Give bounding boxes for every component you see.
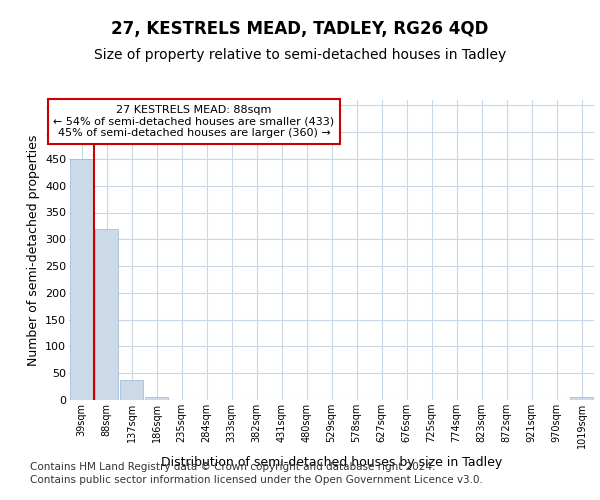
X-axis label: Distribution of semi-detached houses by size in Tadley: Distribution of semi-detached houses by … <box>161 456 502 469</box>
Bar <box>70 159 93 400</box>
Text: Contains HM Land Registry data © Crown copyright and database right 2024.: Contains HM Land Registry data © Crown c… <box>30 462 436 472</box>
Bar <box>95 228 118 400</box>
Text: 27 KESTRELS MEAD: 88sqm
← 54% of semi-detached houses are smaller (433)
45% of s: 27 KESTRELS MEAD: 88sqm ← 54% of semi-de… <box>53 105 335 138</box>
Text: 27, KESTRELS MEAD, TADLEY, RG26 4QD: 27, KESTRELS MEAD, TADLEY, RG26 4QD <box>112 20 488 38</box>
Text: Contains public sector information licensed under the Open Government Licence v3: Contains public sector information licen… <box>30 475 483 485</box>
Y-axis label: Number of semi-detached properties: Number of semi-detached properties <box>26 134 40 366</box>
Text: Size of property relative to semi-detached houses in Tadley: Size of property relative to semi-detach… <box>94 48 506 62</box>
Bar <box>570 397 593 400</box>
Bar <box>145 397 168 400</box>
Bar <box>120 380 143 400</box>
